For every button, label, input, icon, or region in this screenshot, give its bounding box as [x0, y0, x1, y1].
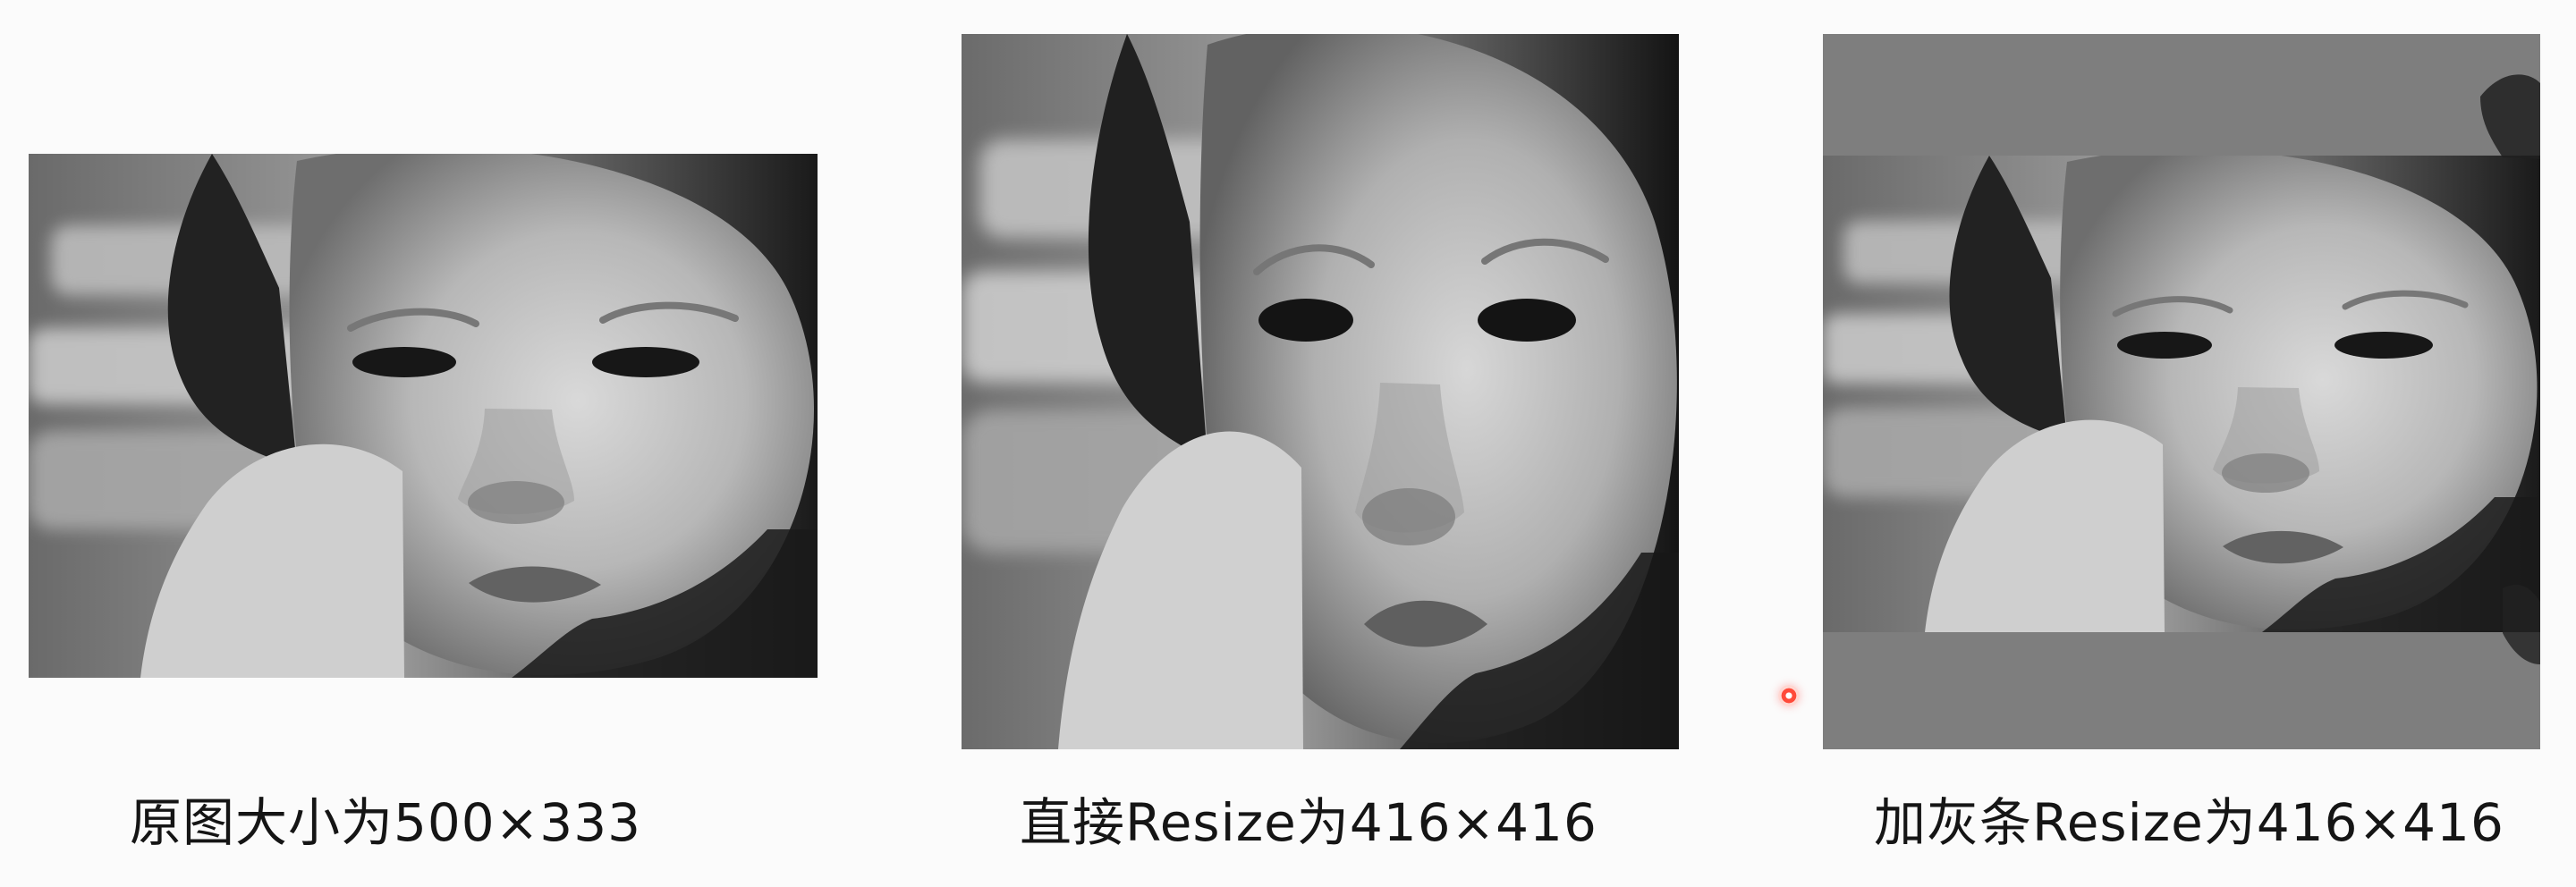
- gray-bar-resize-caption: 加灰条Resize为416×416: [1874, 792, 2504, 853]
- stretched-photo: [962, 34, 1679, 749]
- direct-resize-image: [962, 34, 1679, 749]
- original-size-caption: 原图大小为500×333: [130, 792, 642, 853]
- original-photo: [29, 154, 818, 678]
- gray-bar-resize-image: [1823, 34, 2540, 749]
- direct-resize-caption: 直接Resize为416×416: [1020, 792, 1597, 853]
- recording-cursor-dot: [1778, 685, 1800, 706]
- letterboxed-photo: [1823, 34, 2540, 749]
- original-image: [29, 154, 818, 678]
